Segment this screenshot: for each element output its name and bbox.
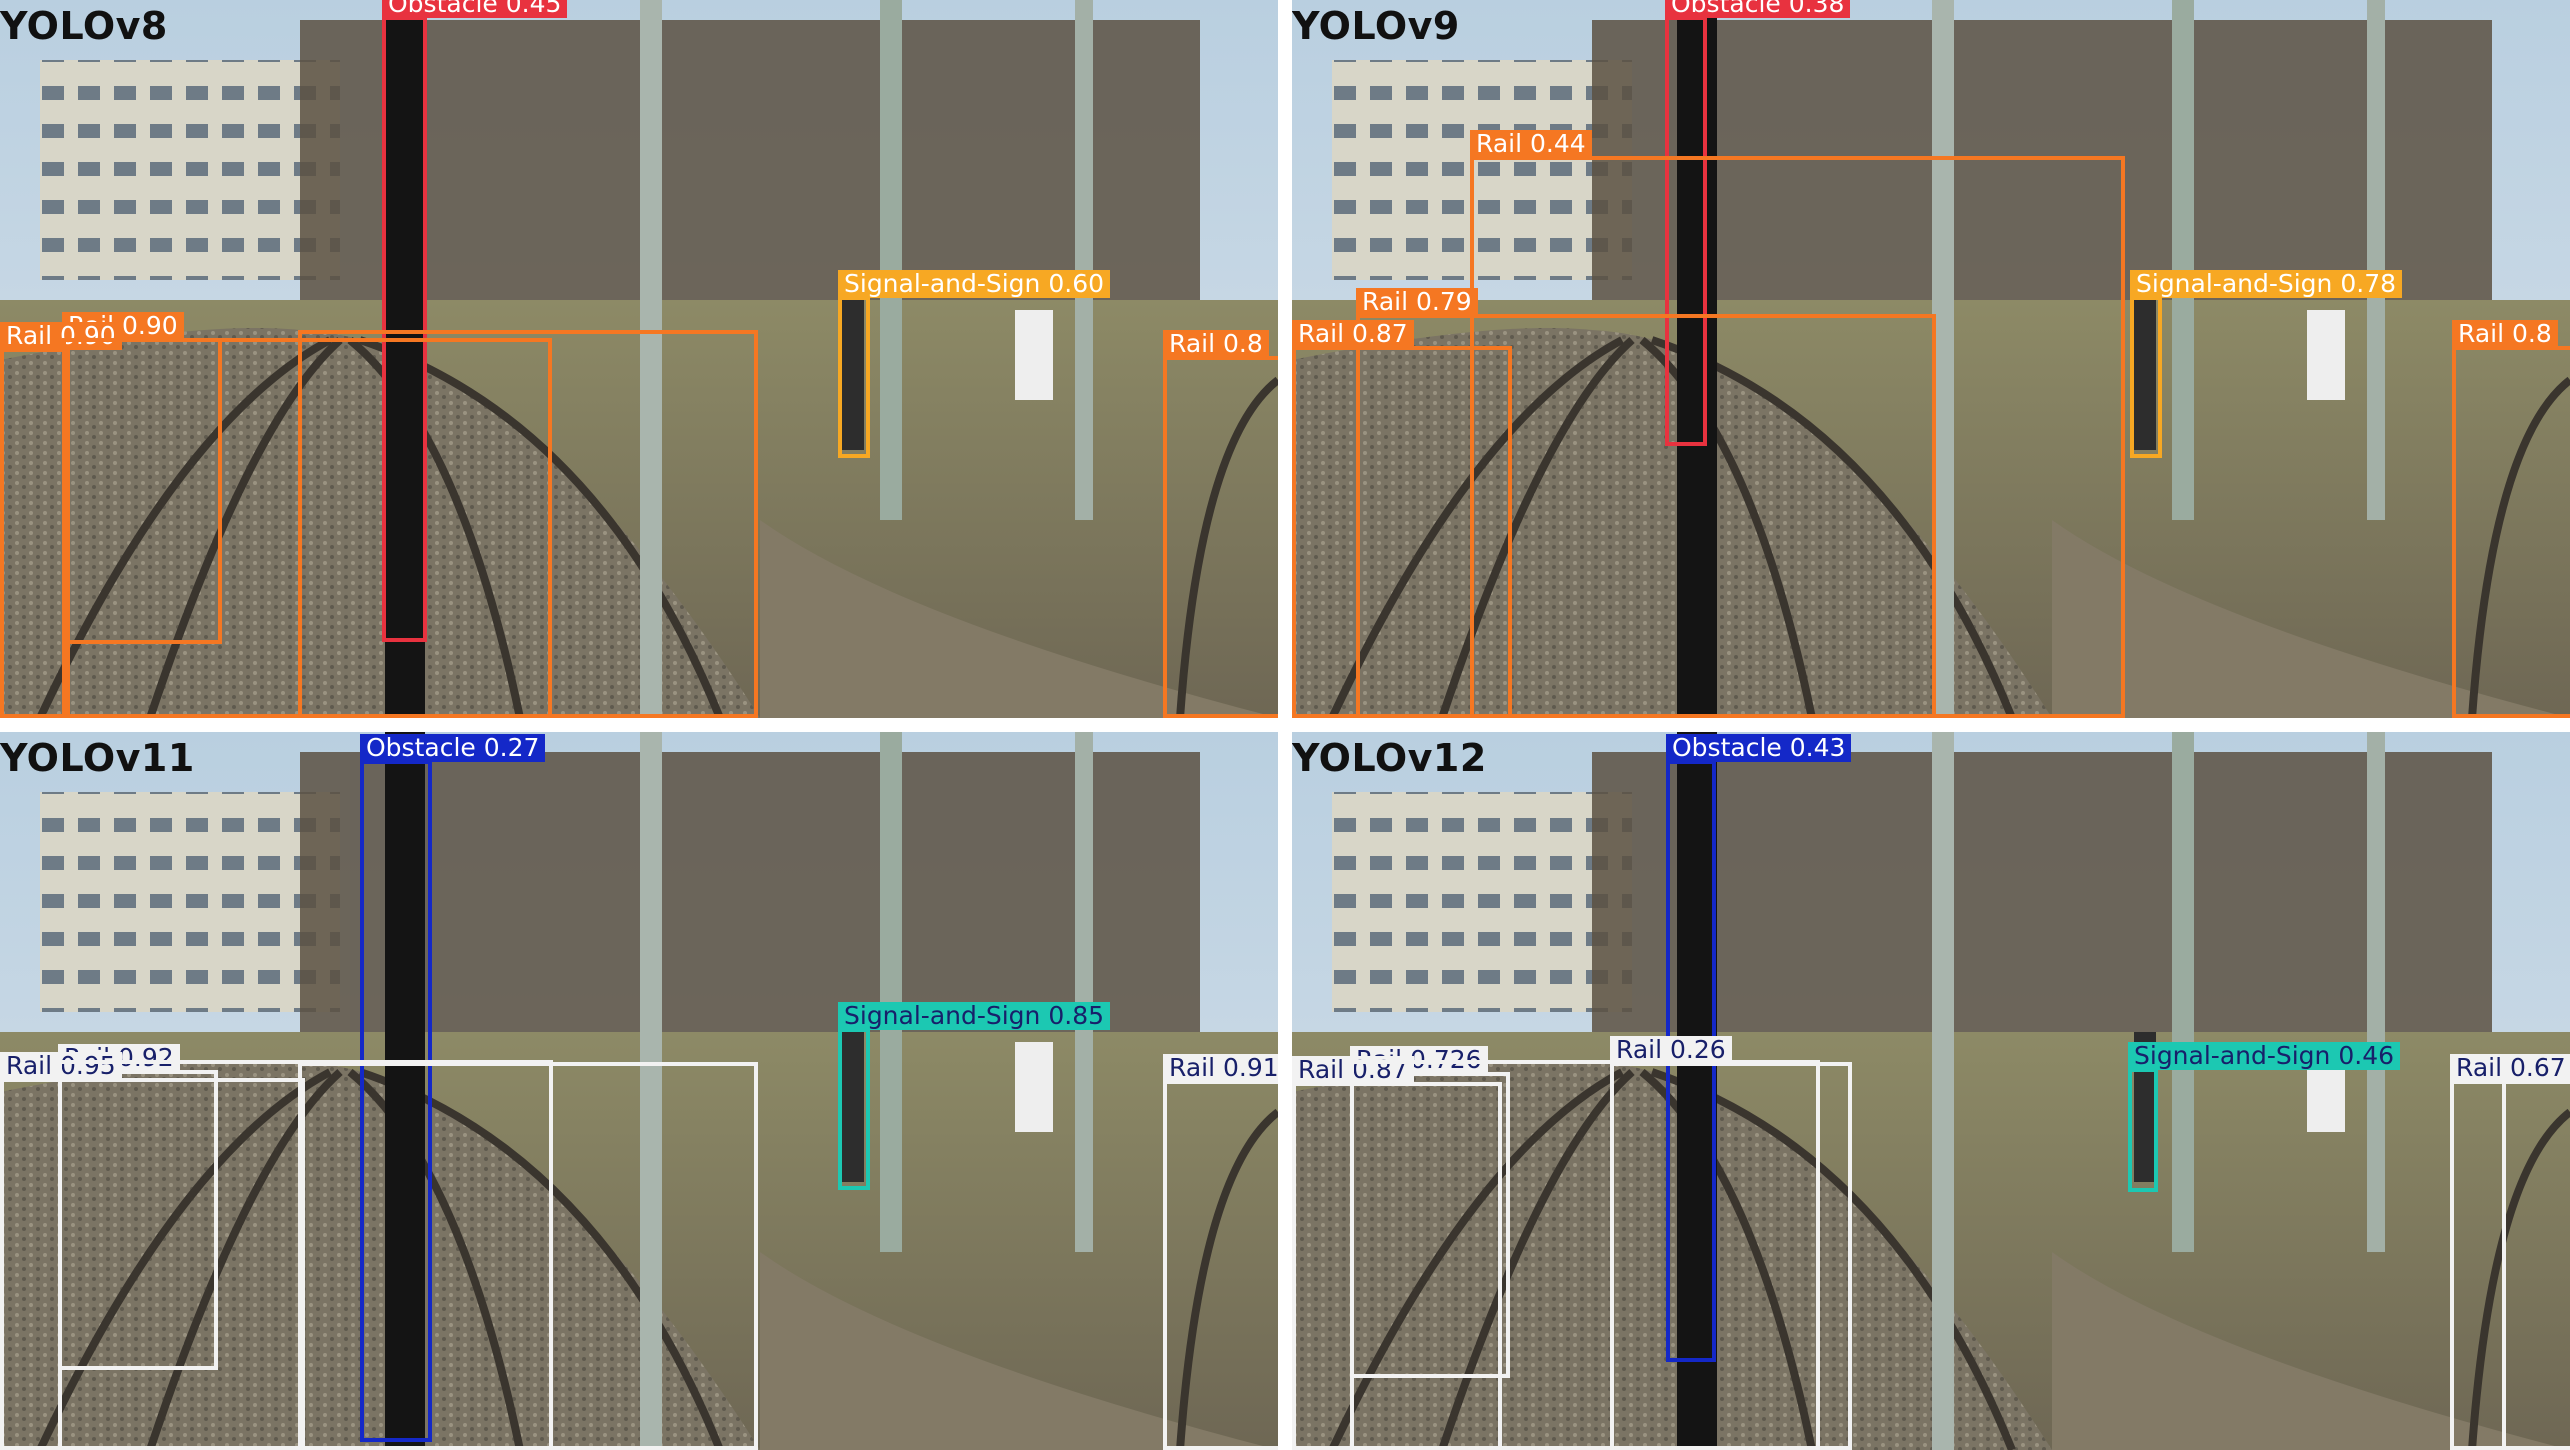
detection-label: Rail 0.91 xyxy=(1163,1054,1278,1082)
rail-box xyxy=(1350,1060,1820,1450)
signal-box: Signal-and-Sign 0.60 xyxy=(838,270,1111,458)
rail-box: Rail 0.87 xyxy=(1292,320,1512,718)
rail-box xyxy=(62,338,552,718)
panel-yolov9: YOLOv9 Obstacle 0.38 Rail 0.44 Rail 0.79… xyxy=(1292,0,2570,718)
model-name: YOLOv12 xyxy=(1292,736,1487,780)
rail-box xyxy=(2502,1080,2570,1450)
panel-yolov8: YOLOv8 Obstacle 0.45 Rail 0.90 Rail 0.90… xyxy=(0,0,1278,718)
model-name: YOLOv11 xyxy=(0,736,195,780)
obstacle-box: Obstacle 0.27 xyxy=(360,734,546,1442)
detection-label: Rail 0.8 xyxy=(1163,330,1269,358)
detection-label: Rail 0.44 xyxy=(1470,130,1592,158)
panel-yolov11: YOLOv11 Obstacle 0.27 Rail 0.92 Rail 0.9… xyxy=(0,732,1278,1450)
detection-label: Rail 0.90 xyxy=(0,322,122,350)
detection-label: Signal-and-Sign 0.46 xyxy=(2128,1042,2401,1070)
signal-box: Signal-and-Sign 0.78 xyxy=(2130,270,2403,458)
panel-yolov12: YOLOv12 Obstacle 0.43 Rail 0.726 Rail 0.… xyxy=(1292,732,2570,1450)
detection-label: Obstacle 0.38 xyxy=(1665,0,1851,18)
obstacle-box: Obstacle 0.38 xyxy=(1665,0,1851,446)
rail-box: Rail 0.90 xyxy=(0,322,122,718)
signal-box: Signal-and-Sign 0.85 xyxy=(838,1002,1111,1190)
model-name: YOLOv9 xyxy=(1292,4,1460,48)
rail-box: Rail 0.79 xyxy=(1356,288,1936,718)
detection-label: Rail 0.87 xyxy=(1292,320,1414,348)
detection-label: Rail 0.26 xyxy=(1610,1036,1732,1064)
railway-scene-image xyxy=(1292,732,2570,1450)
detection-label: Rail 0.67 xyxy=(2450,1054,2570,1082)
rail-box: Rail 0.8 xyxy=(1163,330,1278,718)
railway-scene-image xyxy=(0,0,1278,718)
detection-label: Rail 0.79 xyxy=(1356,288,1478,316)
detection-label: Signal-and-Sign 0.85 xyxy=(838,1002,1111,1030)
obstacle-box: Obstacle 0.45 xyxy=(382,0,568,642)
detection-label: Obstacle 0.43 xyxy=(1666,734,1852,762)
model-name: YOLOv8 xyxy=(0,4,168,48)
detection-label: Obstacle 0.45 xyxy=(382,0,568,18)
rail-box: Rail 0.91 xyxy=(1163,1054,1278,1450)
detection-label: Obstacle 0.27 xyxy=(360,734,546,762)
rail-box xyxy=(298,1062,758,1450)
rail-box: Rail 0.8 xyxy=(2452,320,2570,718)
railway-scene-image xyxy=(0,732,1278,1450)
detection-label: Signal-and-Sign 0.60 xyxy=(838,270,1111,298)
signal-box: Signal-and-Sign 0.46 xyxy=(2128,1042,2401,1192)
detection-label: Signal-and-Sign 0.78 xyxy=(2130,270,2403,298)
detection-label: Rail 0.8 xyxy=(2452,320,2558,348)
